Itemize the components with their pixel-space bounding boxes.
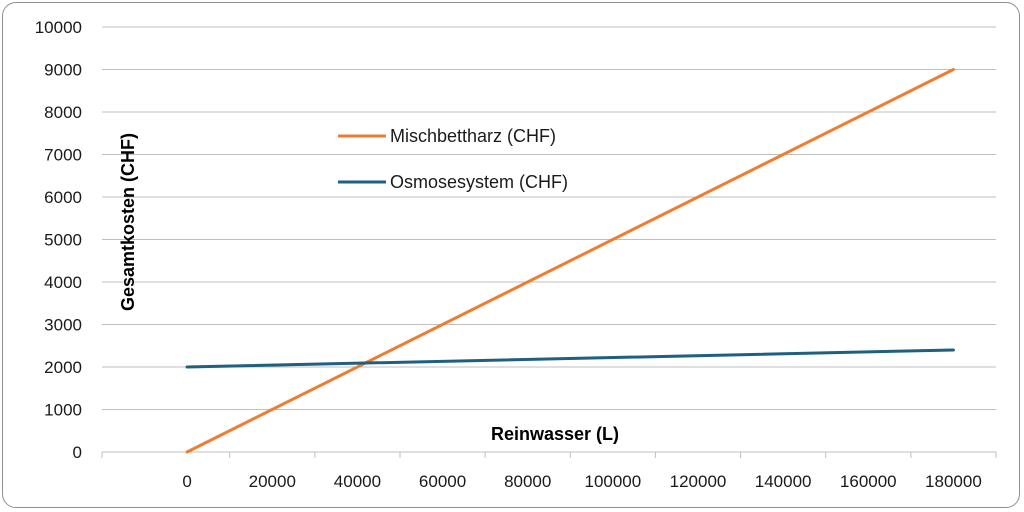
y-tick-label: 3000 [44,316,82,335]
x-tick-label: 100000 [584,472,641,491]
x-tick-label: 60000 [419,472,466,491]
x-tick-label: 180000 [925,472,982,491]
y-tick-label: 10000 [35,18,82,37]
y-tick-label: 7000 [44,146,82,165]
y-axis-tick-labels: 0 1000 2000 3000 4000 5000 6000 7000 8000 9000 100… [35,18,82,462]
x-axis-tick-labels: 0 20000 40000 60000 80000 100000 120000 140000 1… [182,472,981,491]
series-line-1 [185,68,955,454]
x-tick-label: 20000 [249,472,296,491]
y-tick-label: 0 [73,443,82,462]
x-tick-label: 40000 [334,472,381,491]
x-tick-label: 80000 [504,472,551,491]
series-line-2 [185,348,955,369]
y-tick-label: 8000 [44,103,82,122]
legend-label: Mischbettharz (CHF) [390,126,556,146]
x-axis [101,451,997,458]
x-tick-label: 140000 [755,472,812,491]
series-lines [185,68,955,454]
x-tick-label: 160000 [840,472,897,491]
legend: Mischbettharz (CHF) Osmosesystem (CHF) [338,126,568,192]
x-tick-label: 120000 [670,472,727,491]
y-tick-label: 4000 [44,273,82,292]
y-tick-label: 9000 [44,61,82,80]
x-axis-title: Reinwasser (L) [491,424,619,444]
y-axis-title: Gesamtkosten (CHF) [118,133,138,311]
y-tick-label: 5000 [44,231,82,250]
y-tick-label: 1000 [44,401,82,420]
x-tick-label: 0 [182,472,191,491]
y-tick-label: 6000 [44,188,82,207]
y-tick-label: 2000 [44,358,82,377]
legend-label: Osmosesystem (CHF) [390,172,568,192]
